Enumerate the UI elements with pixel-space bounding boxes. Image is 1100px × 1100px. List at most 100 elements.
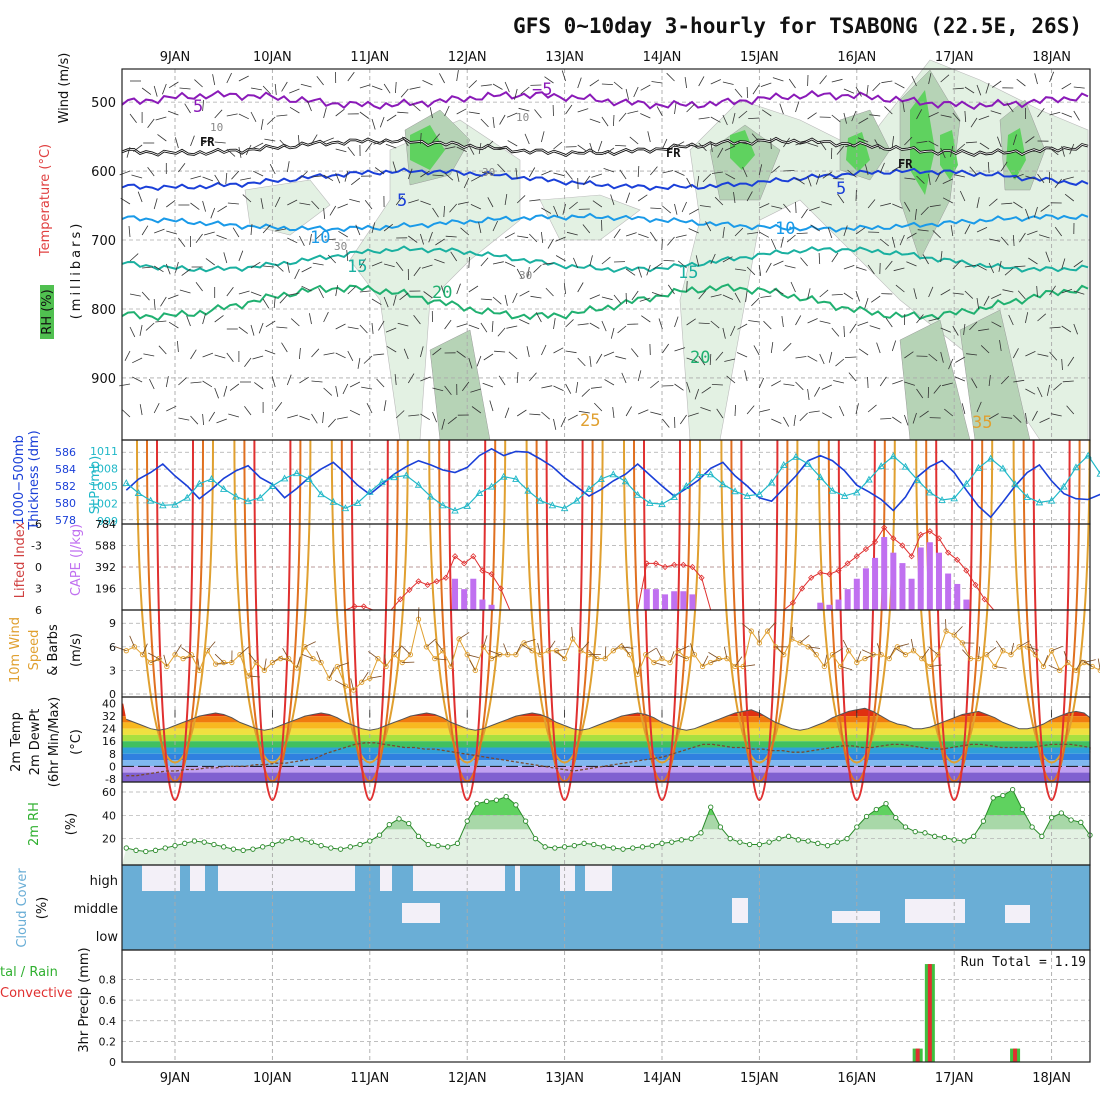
wind10-barb [142,643,148,655]
wind-barb [190,202,200,210]
wind-barb [214,174,221,185]
wind-barb [734,404,736,417]
wind-barb [124,350,131,361]
lifted-index-point [479,567,486,574]
wind-barb [432,347,442,356]
cape-bar [452,578,459,610]
wind-barb [383,296,389,308]
wind-barb [508,351,518,360]
wind-barb [893,267,905,272]
date-label-bottom-13JAN: 13JAN [545,1071,584,1086]
rh2m-point [318,843,324,849]
cape-bar [872,557,879,610]
wind-barb [681,201,687,213]
rh2m-point [328,845,334,851]
wind10-point [1040,663,1047,670]
wind-barb [610,327,615,339]
wind10-barb [678,645,690,652]
wind-barb [463,177,470,189]
wind10-point [440,648,446,654]
wind-barb [420,413,431,421]
wind-barb [443,205,445,218]
rh2m-point [493,797,500,803]
wind-barb [149,378,155,390]
wind10-barb [334,679,346,687]
wind-barb [1025,136,1035,144]
slp-point [999,464,1007,472]
dewpt2m-line [126,742,1091,777]
ylabel-cape: CAPE (J/kg) [69,524,84,596]
slp-point [840,491,849,499]
wind-barb [940,74,950,83]
wind-barb [253,142,264,149]
wind-barb [843,112,847,124]
wind-barb [589,355,592,367]
wind-barb [615,145,627,147]
wind-barb [374,167,385,175]
wind-barb [1016,78,1026,87]
wind-barb [759,409,770,413]
slp-point [573,496,581,504]
wind-barb [864,297,869,309]
rh2m-point [240,847,246,853]
wind10-point [837,663,844,670]
wind-barb [711,384,723,386]
contour-label-fr1: FR [200,135,215,149]
temp-tick-32: 32 [102,710,116,723]
wind-barb [287,414,299,419]
wind-barb [468,144,475,155]
wind-barb [361,386,373,390]
rh2m-point [698,830,704,836]
wind-barb [322,411,324,424]
wind-barb [747,232,759,235]
temp-band-5 [122,741,1090,748]
wind-barb [178,237,186,248]
wind-barb [468,357,473,369]
wind-barb [335,108,345,117]
wind10-barb [148,652,159,659]
wind-barb [845,143,857,148]
slp-point [792,452,800,460]
wind-barb [942,197,953,204]
isotherm-arch-8-2 [935,439,974,801]
wind-barb [885,317,893,328]
wind-barb [613,294,622,304]
wind-barb [238,146,242,158]
wind-barb [699,205,711,208]
wind-barb [795,101,800,113]
precip-tick-0.8: 0.8 [99,974,117,987]
cape-bar [835,599,842,610]
wind-barb [541,131,545,143]
wind-barb [1013,173,1024,179]
wind-barb [1061,358,1063,371]
wind-barb [561,70,566,82]
wind-barb [637,266,642,278]
wind-barb [541,231,544,243]
wind-barb [734,88,743,98]
wind-barb [541,344,547,356]
date-label-top-17JAN: 17JAN [935,50,974,65]
temp-band-7 [122,753,1090,761]
wind-barb [748,117,760,119]
wind-barb [819,289,829,298]
wind-barb [992,80,1002,88]
wind-barb [800,257,808,267]
wind-barb [378,320,385,331]
wind-barb [849,323,857,334]
wind-barb [737,323,748,330]
contour-label-t20a: 20 [432,283,452,303]
wind10-barb [554,650,565,659]
wind-barb [497,327,506,337]
cape-tick-392: 392 [95,561,116,574]
wind-barb [722,81,734,85]
wind-barb [831,294,843,296]
cloud-high-clear-3 [380,865,392,891]
wind10-point [561,655,568,662]
wind-barb [226,148,236,157]
wind10-barb [808,646,821,649]
wind-barb [988,262,995,274]
wind-barb [577,77,582,89]
precip-tick-0: 0 [109,1056,116,1069]
wind-barb [1000,236,1009,246]
wind-barb [892,165,903,172]
